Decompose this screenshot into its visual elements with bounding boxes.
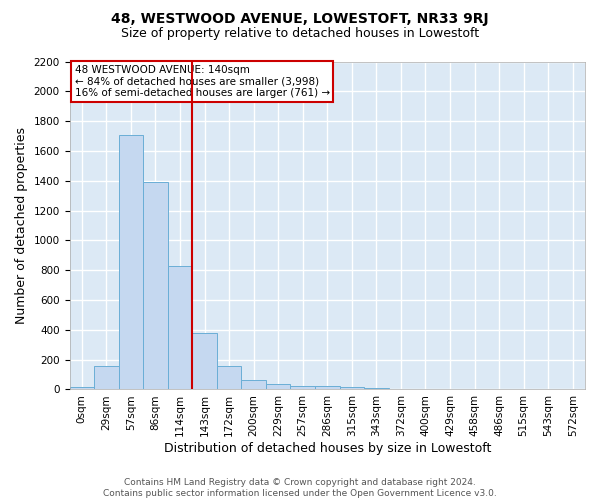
Bar (266, 384, 290, 390)
Bar (241, 380, 266, 390)
Bar (290, 386, 315, 390)
Text: Contains HM Land Registry data © Crown copyright and database right 2024.
Contai: Contains HM Land Registry data © Crown c… (103, 478, 497, 498)
Bar (217, 366, 241, 390)
Bar (340, 387, 364, 390)
Bar (315, 386, 340, 390)
X-axis label: Distribution of detached houses by size in Lowestoft: Distribution of detached houses by size … (164, 442, 491, 455)
Text: Size of property relative to detached houses in Lowestoft: Size of property relative to detached ho… (121, 28, 479, 40)
Bar (364, 388, 389, 390)
Bar (70, 387, 94, 390)
Y-axis label: Number of detached properties: Number of detached properties (15, 127, 28, 324)
Text: 48, WESTWOOD AVENUE, LOWESTOFT, NR33 9RJ: 48, WESTWOOD AVENUE, LOWESTOFT, NR33 9RJ (111, 12, 489, 26)
Bar (143, 182, 168, 390)
Bar (94, 366, 119, 390)
Text: 48 WESTWOOD AVENUE: 140sqm
← 84% of detached houses are smaller (3,998)
16% of s: 48 WESTWOOD AVENUE: 140sqm ← 84% of deta… (74, 65, 330, 98)
Bar (119, 134, 143, 390)
Bar (192, 333, 217, 390)
Bar (168, 266, 192, 390)
